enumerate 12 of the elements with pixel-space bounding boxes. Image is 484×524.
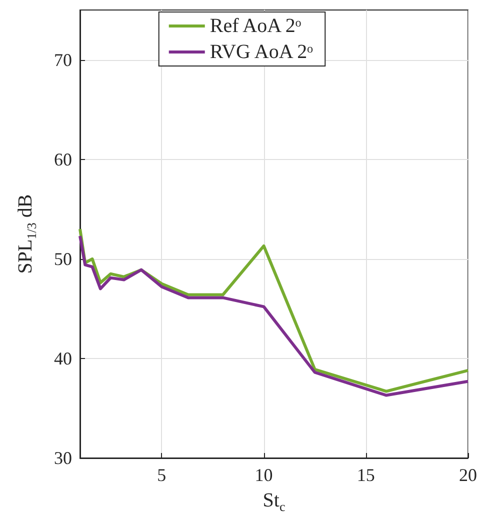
legend-label: RVG AoA 2ᵒ: [210, 41, 314, 63]
y-tick-label: 60: [54, 149, 72, 170]
legend-label: Ref AoA 2ᵒ: [210, 15, 302, 37]
x-tick-label: 5: [157, 465, 166, 485]
y-axis-title: SPL1/3 dB: [14, 194, 39, 274]
y-tick-label: 30: [54, 448, 72, 468]
y-tick-label: 40: [54, 348, 72, 368]
x-tick-label: 20: [459, 465, 477, 485]
y-tick-label: 70: [54, 50, 72, 70]
x-tick-label: 10: [254, 465, 273, 485]
y-tick-label: 50: [54, 248, 72, 269]
x-tick-label: 15: [356, 465, 375, 485]
